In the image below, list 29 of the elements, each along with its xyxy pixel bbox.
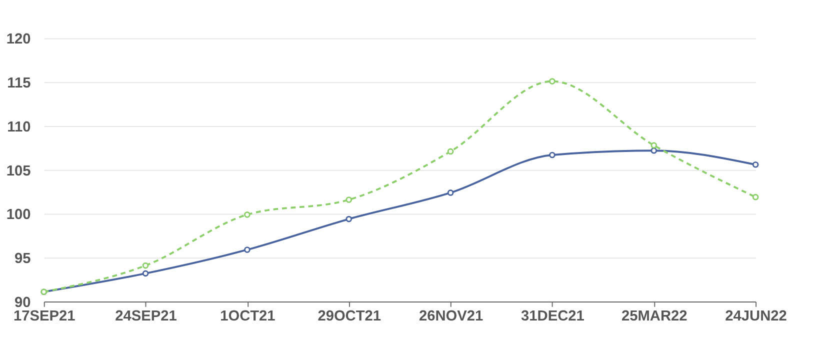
point bbox=[447, 190, 454, 196]
point bbox=[447, 148, 454, 155]
point bbox=[752, 194, 759, 200]
x-tick-label: 17SEP21 bbox=[13, 308, 76, 325]
point bbox=[244, 211, 250, 218]
point bbox=[650, 147, 658, 154]
y-tick-label: 120 bbox=[6, 32, 31, 48]
point bbox=[346, 216, 352, 222]
point bbox=[244, 246, 250, 253]
y-tick-label: 95 bbox=[14, 251, 31, 268]
y-tick-label: 105 bbox=[6, 163, 31, 180]
y-tick-label: 100 bbox=[6, 207, 31, 224]
x-tick-label: 29OCT21 bbox=[318, 308, 382, 325]
point bbox=[752, 161, 759, 168]
x-tick-label: 1OCT21 bbox=[220, 308, 276, 325]
point bbox=[549, 78, 556, 84]
point bbox=[549, 152, 556, 158]
x-tick-label: 24JUN22 bbox=[725, 308, 787, 325]
point bbox=[346, 196, 352, 203]
y-tick-label: 110 bbox=[7, 119, 31, 136]
x-tick-label: 25MAR22 bbox=[621, 308, 688, 325]
y-tick-label: 115 bbox=[7, 76, 31, 92]
x-tick-label: 31DEC21 bbox=[521, 308, 584, 325]
x-tick-label: 26NOV21 bbox=[418, 308, 484, 325]
y-tick-label: 90 bbox=[14, 294, 31, 311]
point bbox=[142, 262, 149, 269]
x-tick-label: 24SEP21 bbox=[115, 308, 177, 325]
point bbox=[142, 270, 149, 277]
point bbox=[650, 142, 658, 148]
